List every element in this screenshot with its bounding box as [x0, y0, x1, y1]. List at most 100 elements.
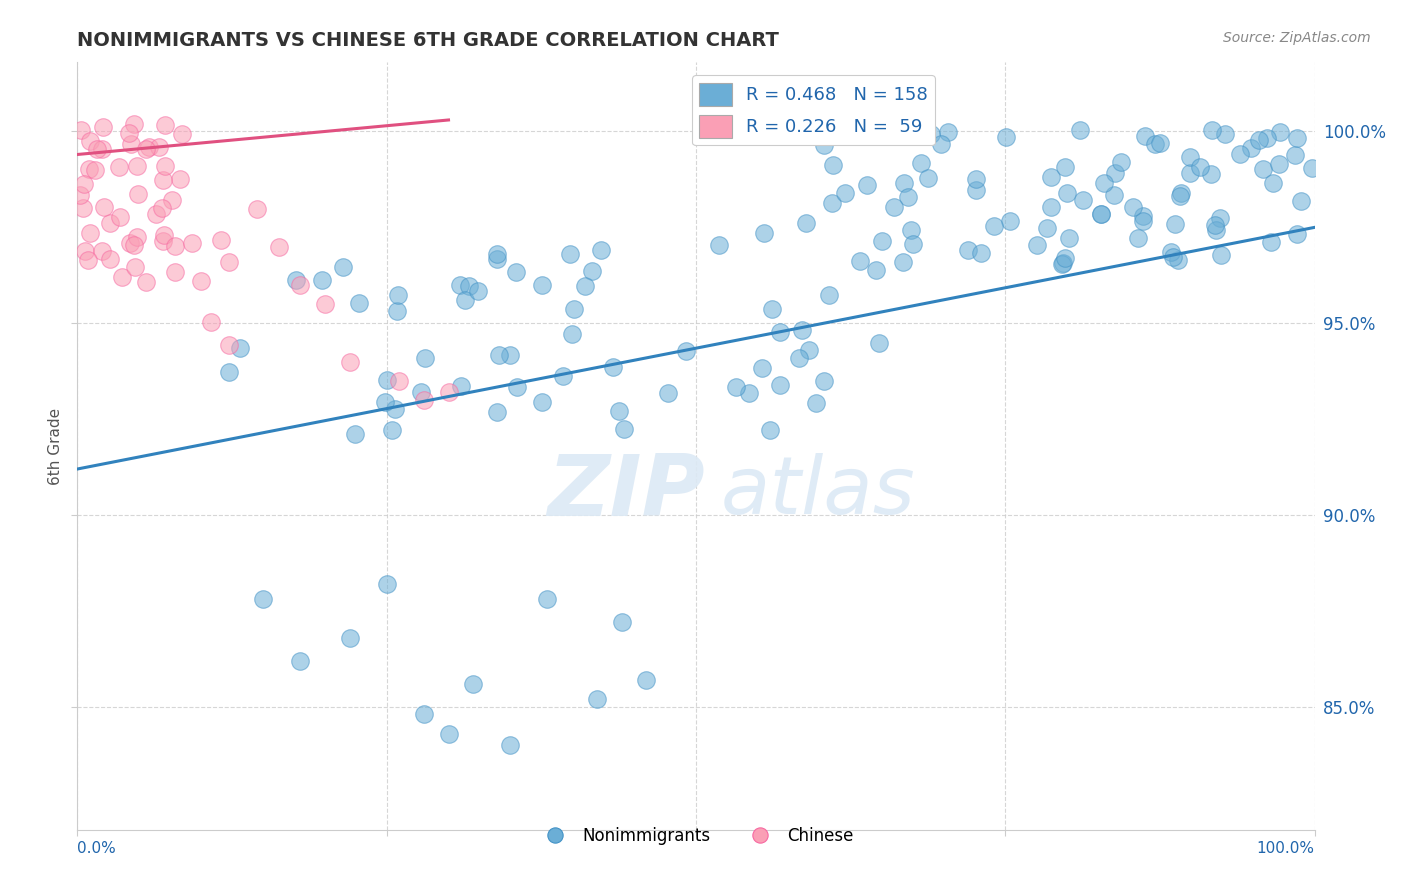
Point: [1143, 137, 1166, 152]
Text: 0.0%: 0.0%: [77, 841, 117, 856]
Point: [1268, 157, 1291, 171]
Point: [148, 140, 170, 154]
Point: [73, 177, 96, 191]
Point: [288, 277, 311, 292]
Point: [1036, 221, 1059, 235]
Point: [613, 422, 636, 436]
Point: [813, 374, 835, 388]
Point: [1189, 160, 1212, 174]
Point: [769, 378, 792, 392]
Point: [1069, 122, 1091, 136]
Point: [900, 223, 922, 237]
Point: [724, 380, 747, 394]
Point: [813, 137, 835, 152]
Point: [486, 246, 509, 260]
Y-axis label: 6th Grade: 6th Grade: [48, 408, 63, 484]
Point: [769, 325, 792, 339]
Point: [1053, 252, 1076, 266]
Point: [883, 200, 905, 214]
Point: [1249, 133, 1271, 147]
Point: [160, 193, 183, 207]
Point: [110, 211, 132, 225]
Point: [387, 303, 409, 318]
Point: [1164, 217, 1187, 231]
Point: [752, 226, 775, 240]
Point: [332, 260, 354, 274]
Point: [1053, 161, 1076, 175]
Point: [917, 171, 939, 186]
Point: [586, 692, 609, 706]
Point: [375, 373, 398, 387]
Point: [454, 293, 477, 307]
Point: [965, 183, 987, 197]
Point: [499, 738, 522, 752]
Point: [751, 361, 773, 376]
Point: [150, 201, 173, 215]
Point: [856, 178, 879, 193]
Point: [1057, 230, 1080, 244]
Point: [314, 297, 336, 311]
Text: atlas: atlas: [721, 453, 915, 531]
Point: [218, 255, 240, 269]
Point: [737, 386, 759, 401]
Point: [1052, 256, 1074, 270]
Point: [1201, 123, 1223, 137]
Point: [91, 120, 114, 134]
Point: [486, 252, 509, 266]
Point: [1149, 136, 1171, 150]
Point: [138, 140, 160, 154]
Point: [1268, 124, 1291, 138]
Point: [122, 117, 145, 131]
Point: [794, 216, 817, 230]
Point: [562, 301, 585, 316]
Point: [910, 156, 932, 170]
Point: [1026, 238, 1049, 252]
Point: [505, 265, 527, 279]
Point: [384, 401, 406, 416]
Point: [1301, 161, 1323, 175]
Point: [1111, 155, 1133, 169]
Point: [1209, 248, 1232, 262]
Point: [152, 235, 174, 249]
Text: NONIMMIGRANTS VS CHINESE 6TH GRADE CORRELATION CHART: NONIMMIGRANTS VS CHINESE 6TH GRADE CORRE…: [77, 31, 779, 50]
Point: [790, 323, 813, 337]
Point: [1205, 223, 1227, 237]
Point: [1178, 150, 1201, 164]
Point: [560, 247, 582, 261]
Point: [463, 677, 485, 691]
Point: [821, 196, 844, 211]
Point: [998, 214, 1021, 228]
Point: [1056, 186, 1078, 200]
Legend: Nonimmigrants, Chinese: Nonimmigrants, Chinese: [531, 821, 860, 852]
Point: [165, 265, 187, 279]
Point: [901, 236, 924, 251]
Point: [607, 403, 630, 417]
Point: [343, 427, 366, 442]
Point: [450, 378, 472, 392]
Point: [1209, 211, 1232, 225]
Point: [413, 351, 436, 365]
Text: ZIP: ZIP: [547, 450, 706, 533]
Point: [111, 269, 134, 284]
Point: [90, 244, 112, 258]
Point: [821, 158, 844, 172]
Point: [73, 244, 96, 259]
Point: [1204, 218, 1226, 232]
Point: [122, 237, 145, 252]
Point: [1180, 166, 1202, 180]
Point: [412, 392, 434, 407]
Point: [1132, 214, 1154, 228]
Point: [76, 252, 98, 267]
Point: [488, 348, 510, 362]
Point: [209, 233, 232, 247]
Point: [995, 129, 1018, 144]
Point: [165, 239, 187, 253]
Point: [817, 288, 839, 302]
Point: [72, 201, 94, 215]
Point: [339, 354, 361, 368]
Point: [1040, 169, 1063, 184]
Point: [602, 359, 624, 374]
Point: [1256, 131, 1278, 145]
Point: [983, 219, 1005, 233]
Point: [848, 253, 870, 268]
